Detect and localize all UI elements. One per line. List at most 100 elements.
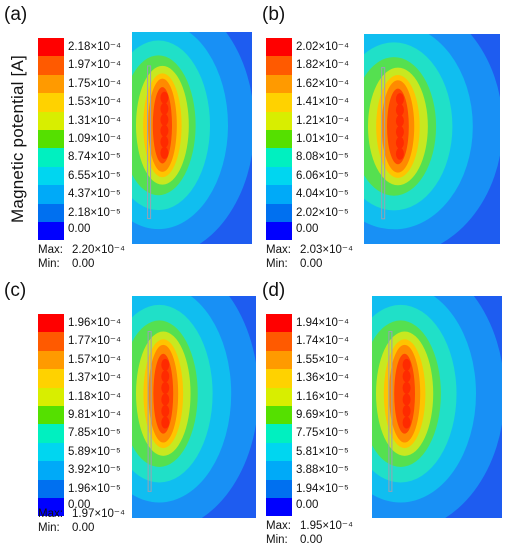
legend-swatch — [266, 129, 292, 149]
legend-row: 0.00 — [38, 497, 168, 517]
legend-value: 2.18×10⁻⁴ — [68, 41, 121, 53]
legend-value: 9.69×10⁻⁵ — [296, 408, 349, 421]
coil-dot — [160, 135, 169, 148]
legend-row: 1.77×10⁻⁴ — [38, 332, 168, 351]
min-value: 0.00 — [72, 258, 95, 270]
legend-value: 7.85×10⁻⁵ — [68, 427, 121, 440]
coil-dot — [160, 91, 169, 104]
legend-value: 8.74×10⁻⁵ — [68, 151, 121, 164]
legend-swatch — [266, 332, 292, 351]
legend: 2.02×10⁻⁴ 1.82×10⁻⁴ 1.62×10⁻⁴ 1.41×10⁻⁴ 1.21… — [266, 38, 396, 241]
panel-d: (d) 1.94×10⁻⁴ 1.74×10⁻⁴ 1.55×10⁻⁴ 1.36×10⁻⁴… — [262, 280, 502, 550]
legend-value: 1.97×10⁻⁴ — [68, 59, 121, 72]
legend-swatch — [38, 111, 64, 130]
legend-swatch — [38, 74, 64, 94]
legend-row: 1.31×10⁻⁴ — [38, 111, 168, 130]
legend-swatch — [38, 166, 64, 186]
legend-swatch — [38, 203, 64, 222]
coil-dot — [402, 381, 411, 394]
legend-row: 3.88×10⁻⁵ — [266, 461, 396, 480]
legend-value: 1.36×10⁻⁴ — [296, 372, 349, 385]
panel-label: (a) — [4, 4, 28, 25]
contour-svg — [372, 296, 502, 518]
legend-swatch — [266, 203, 292, 222]
min-value: 0.00 — [72, 522, 95, 534]
legend-swatch — [38, 185, 64, 204]
coil-dot — [395, 93, 404, 106]
contour-svg — [132, 32, 252, 244]
legend-value: 9.81×10⁻⁴ — [68, 408, 121, 421]
conductor-bar — [381, 67, 386, 220]
legend-value: 1.96×10⁻⁴ — [68, 317, 121, 329]
coil-dot — [395, 104, 404, 117]
legend-swatch — [38, 314, 64, 333]
panel-label: (d) — [262, 280, 286, 301]
max-value: 1.95×10⁻⁴ — [300, 520, 353, 532]
coil-dot — [395, 114, 404, 127]
max-key: Max: — [38, 244, 63, 256]
legend-row: 1.41×10⁻⁴ — [266, 93, 396, 112]
legend-value: 0.00 — [296, 498, 319, 511]
min-key: Min: — [266, 258, 288, 270]
legend-swatch — [38, 369, 64, 388]
legend-value: 1.75×10⁻⁴ — [68, 77, 121, 90]
legend-value: 2.18×10⁻⁵ — [68, 206, 121, 219]
legend-value: 4.37×10⁻⁵ — [68, 188, 121, 201]
legend-row: 4.04×10⁻⁵ — [266, 185, 396, 204]
panel-label: (c) — [4, 280, 27, 301]
legend-swatch — [266, 166, 292, 186]
legend-value: 1.94×10⁻⁴ — [296, 317, 349, 329]
legend-value: 3.92×10⁻⁵ — [68, 464, 121, 477]
legend-swatch — [38, 332, 64, 351]
panel-label: (b) — [262, 4, 286, 25]
legend-value: 5.81×10⁻⁵ — [296, 445, 349, 458]
max-key: Max: — [266, 520, 291, 532]
legend-row: 7.85×10⁻⁵ — [38, 424, 168, 443]
contour-svg — [132, 296, 256, 518]
legend-row: 1.82×10⁻⁴ — [266, 56, 396, 75]
legend-row: 2.18×10⁻⁴ — [38, 38, 168, 57]
legend-swatch — [38, 129, 64, 149]
min-value: 0.00 — [300, 534, 323, 546]
legend-swatch — [38, 497, 64, 517]
legend-value: 8.08×10⁻⁵ — [296, 151, 349, 164]
max-readout: Max: 1.95×10⁻⁴ — [266, 518, 353, 532]
legend-row: 4.37×10⁻⁵ — [38, 185, 168, 204]
coil-dot — [402, 416, 411, 429]
contour-plot — [132, 32, 252, 244]
coil-dot — [161, 416, 170, 429]
legend-value: 1.21×10⁻⁴ — [296, 114, 349, 127]
legend: 1.94×10⁻⁴ 1.74×10⁻⁴ 1.55×10⁻⁴ 1.36×10⁻⁴ 1.16… — [266, 314, 396, 517]
coil-dot — [161, 370, 170, 383]
legend-row: 1.53×10⁻⁴ — [38, 93, 168, 112]
legend-swatch — [266, 405, 292, 425]
legend-row: 0.00 — [266, 221, 396, 241]
legend-value: 1.18×10⁻⁴ — [68, 390, 121, 403]
min-readout: Min: 0.00 — [38, 522, 94, 534]
legend-swatch — [38, 405, 64, 425]
coil-dot — [395, 125, 404, 138]
legend-swatch — [266, 74, 292, 94]
legend-value: 1.57×10⁻⁴ — [68, 353, 121, 366]
legend-row: 1.18×10⁻⁴ — [38, 387, 168, 406]
panel-c: (c) 1.96×10⁻⁴ 1.77×10⁻⁴ 1.57×10⁻⁴ 1.37×10⁻⁴… — [4, 280, 256, 550]
legend-value: 6.55×10⁻⁵ — [68, 169, 121, 182]
legend-row: 7.75×10⁻⁵ — [266, 424, 396, 443]
coil-dot — [402, 370, 411, 383]
legend-value: 2.02×10⁻⁵ — [296, 206, 349, 219]
legend-value: 1.09×10⁻⁴ — [68, 132, 121, 145]
legend-swatch — [38, 424, 64, 443]
legend-row: 1.94×10⁻⁵ — [266, 479, 396, 498]
legend-swatch — [38, 461, 64, 480]
legend-swatch — [266, 221, 292, 241]
legend-value: 4.04×10⁻⁵ — [296, 188, 349, 201]
legend-value: 6.06×10⁻⁵ — [296, 169, 349, 182]
legend-row: 1.96×10⁻⁵ — [38, 479, 168, 498]
max-value: 2.20×10⁻⁴ — [72, 244, 125, 256]
legend-swatch — [266, 38, 292, 57]
legend-row: 1.09×10⁻⁴ — [38, 129, 168, 149]
coil-dot — [395, 136, 404, 149]
conductor-bar — [147, 331, 152, 492]
conductor-bar — [388, 331, 393, 492]
legend-value: 1.94×10⁻⁵ — [296, 482, 349, 495]
